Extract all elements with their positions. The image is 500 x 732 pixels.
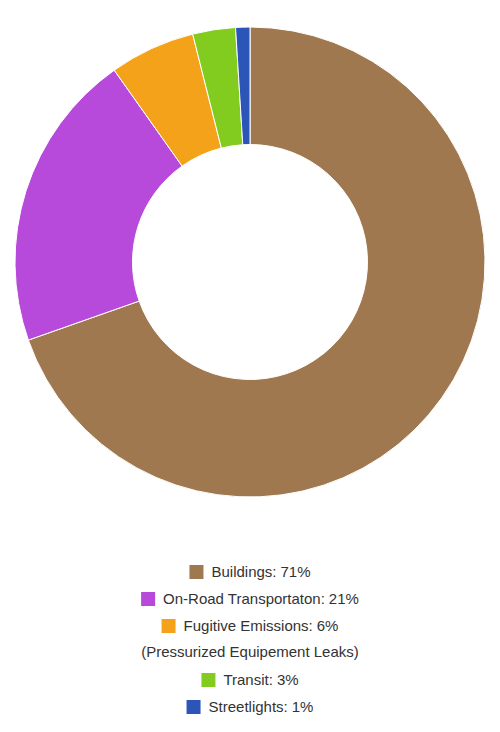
legend-swatch [141, 592, 155, 606]
legend-label: Streetlights:1% [209, 698, 314, 715]
legend-label: On-Road Transportaton:21% [163, 590, 359, 607]
legend-label: Buildings: 71% [211, 563, 310, 580]
legend-entry: On-Road Transportaton:21% [141, 590, 359, 607]
slice [193, 27, 243, 148]
legend-label: Fugitive Emissions:6% [184, 617, 339, 634]
slice [236, 27, 250, 145]
legend-note: (Pressurized Equipement Leaks) [141, 643, 359, 660]
legend-entry: Fugitive Emissions:6% [162, 617, 339, 634]
legend-swatch [187, 700, 201, 714]
legend-value: 1% [292, 698, 314, 715]
legend-swatch [189, 565, 203, 579]
legend-category: Fugitive Emissions: [184, 617, 313, 634]
legend-category: Streetlights: [209, 698, 288, 715]
legend-entry: Transit: 3% [201, 671, 298, 688]
legend-value: 3% [277, 671, 299, 688]
legend-entry: Streetlights:1% [187, 698, 314, 715]
legend-value: 21% [329, 590, 359, 607]
legend-category: Buildings: [211, 563, 276, 580]
legend-swatch [201, 673, 215, 687]
plot-area [15, 27, 485, 497]
legend-value: 6% [317, 617, 339, 634]
legend-category: Transit: [223, 671, 272, 688]
legend-entry: Buildings: 71% [189, 563, 310, 580]
chart-svg: Buildings: 71% On-Road Transportaton:21% Fu… [0, 0, 500, 732]
legend-swatch [162, 619, 176, 633]
legend-category: On-Road Transportaton: [163, 590, 325, 607]
legend-label: Transit: 3% [223, 671, 298, 688]
legend-value: 71% [281, 563, 311, 580]
legend: Buildings: 71% On-Road Transportaton:21% Fu… [141, 563, 359, 715]
